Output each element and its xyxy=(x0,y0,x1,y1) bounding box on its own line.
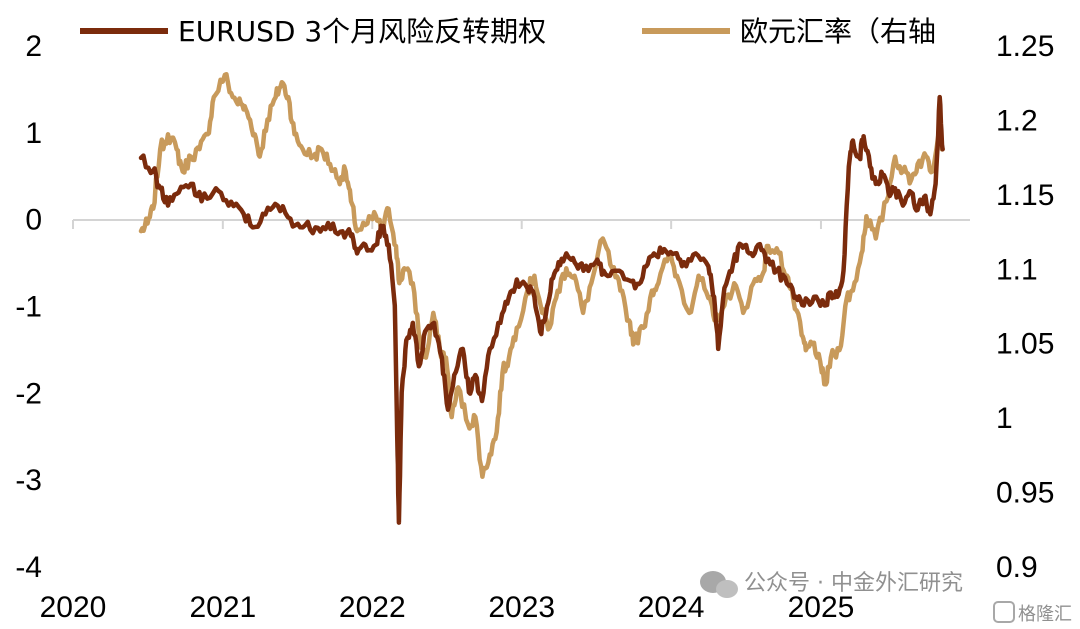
legend-item-risk-reversal: EURUSD 3个月风险反转期权 xyxy=(80,15,546,48)
left-tick-label: 1 xyxy=(25,117,42,150)
wechat-icon xyxy=(700,571,738,598)
watermark-label: 公众号 · 中金外汇研究 xyxy=(744,571,963,596)
left-tick-label: -4 xyxy=(15,551,42,584)
corner-logo-icon xyxy=(993,601,1015,623)
legend-label-eur-rate: 欧元汇率（右轴 xyxy=(740,15,936,48)
x-tick-label: 2020 xyxy=(40,591,107,624)
legend-label-risk-reversal: EURUSD 3个月风险反转期权 xyxy=(178,15,546,48)
x-tick-label: 2025 xyxy=(788,591,855,624)
plot-area xyxy=(72,71,970,525)
left-tick-label: -3 xyxy=(15,464,42,497)
right-tick-label: 1.1 xyxy=(996,253,1038,286)
watermark: 公众号 · 中金外汇研究 格隆汇 xyxy=(700,571,1072,625)
left-tick-label: 0 xyxy=(25,204,42,237)
right-tick-label: 0.9 xyxy=(996,551,1038,584)
right-tick-label: 1.25 xyxy=(996,30,1054,63)
x-tick-label: 2021 xyxy=(189,591,256,624)
x-tick-label: 2022 xyxy=(339,591,406,624)
series-line-eur-rate xyxy=(138,71,945,479)
series-layer xyxy=(138,71,945,525)
legend: EURUSD 3个月风险反转期权 欧元汇率（右轴 xyxy=(80,15,936,48)
right-tick-label: 1 xyxy=(996,402,1013,435)
right-axis: 1.25 1.2 1.15 1.1 1.05 1 0.95 0.9 xyxy=(996,30,1054,584)
right-tick-label: 1.15 xyxy=(996,179,1054,212)
legend-item-eur-rate: 欧元汇率（右轴 xyxy=(642,15,936,48)
right-tick-label: 0.95 xyxy=(996,477,1054,510)
right-tick-label: 1.05 xyxy=(996,328,1054,361)
x-tick-label: 2024 xyxy=(638,591,705,624)
corner-logo-text: 格隆汇 xyxy=(1018,604,1072,625)
x-tick-label: 2023 xyxy=(488,591,555,624)
left-tick-label: 2 xyxy=(25,30,42,63)
x-axis: 2020 2021 2022 2023 2024 2025 xyxy=(40,591,855,624)
left-tick-label: -2 xyxy=(15,377,42,410)
series-line-risk-reversal xyxy=(138,94,945,525)
left-axis: 2 1 0 -1 -2 -3 -4 xyxy=(15,30,42,584)
x-tick-marks xyxy=(72,220,822,229)
right-tick-label: 1.2 xyxy=(996,104,1038,137)
left-tick-label: -1 xyxy=(15,291,42,324)
